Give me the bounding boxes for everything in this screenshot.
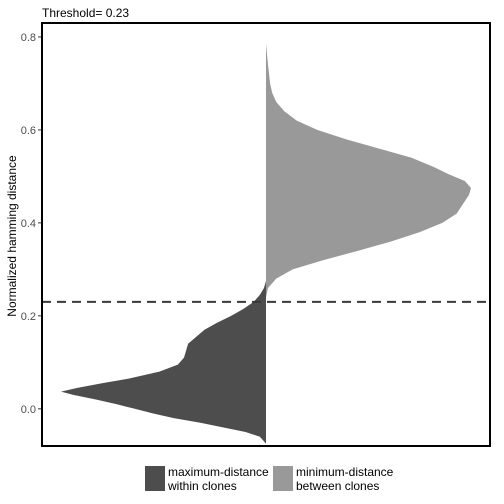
- legend-label: minimum-distance between clones: [296, 465, 394, 493]
- plot-panel-border: [41, 22, 491, 447]
- violin-right-between-clones: [266, 43, 471, 298]
- y-tick-label: 0.4: [21, 218, 36, 230]
- legend-label: maximum-distance within clones: [167, 465, 269, 493]
- y-tick-label: 0.6: [21, 125, 36, 137]
- chart-title: Threshold= 0.23: [42, 6, 129, 20]
- legend-swatch: [273, 466, 293, 491]
- legend: maximum-distance within clones minimum-dis…: [145, 465, 394, 493]
- y-tick-label: 0.2: [21, 311, 36, 323]
- violin-left-within-clones: [61, 280, 266, 444]
- y-axis-ticks: 0.0 0.2 0.4 0.6 0.8: [21, 32, 42, 416]
- legend-swatch: [145, 466, 165, 491]
- y-tick-label: 0.0: [21, 404, 36, 416]
- y-axis-label: Normalized hamming distance: [5, 155, 19, 317]
- y-tick-label: 0.8: [21, 32, 36, 44]
- violins: [61, 43, 471, 444]
